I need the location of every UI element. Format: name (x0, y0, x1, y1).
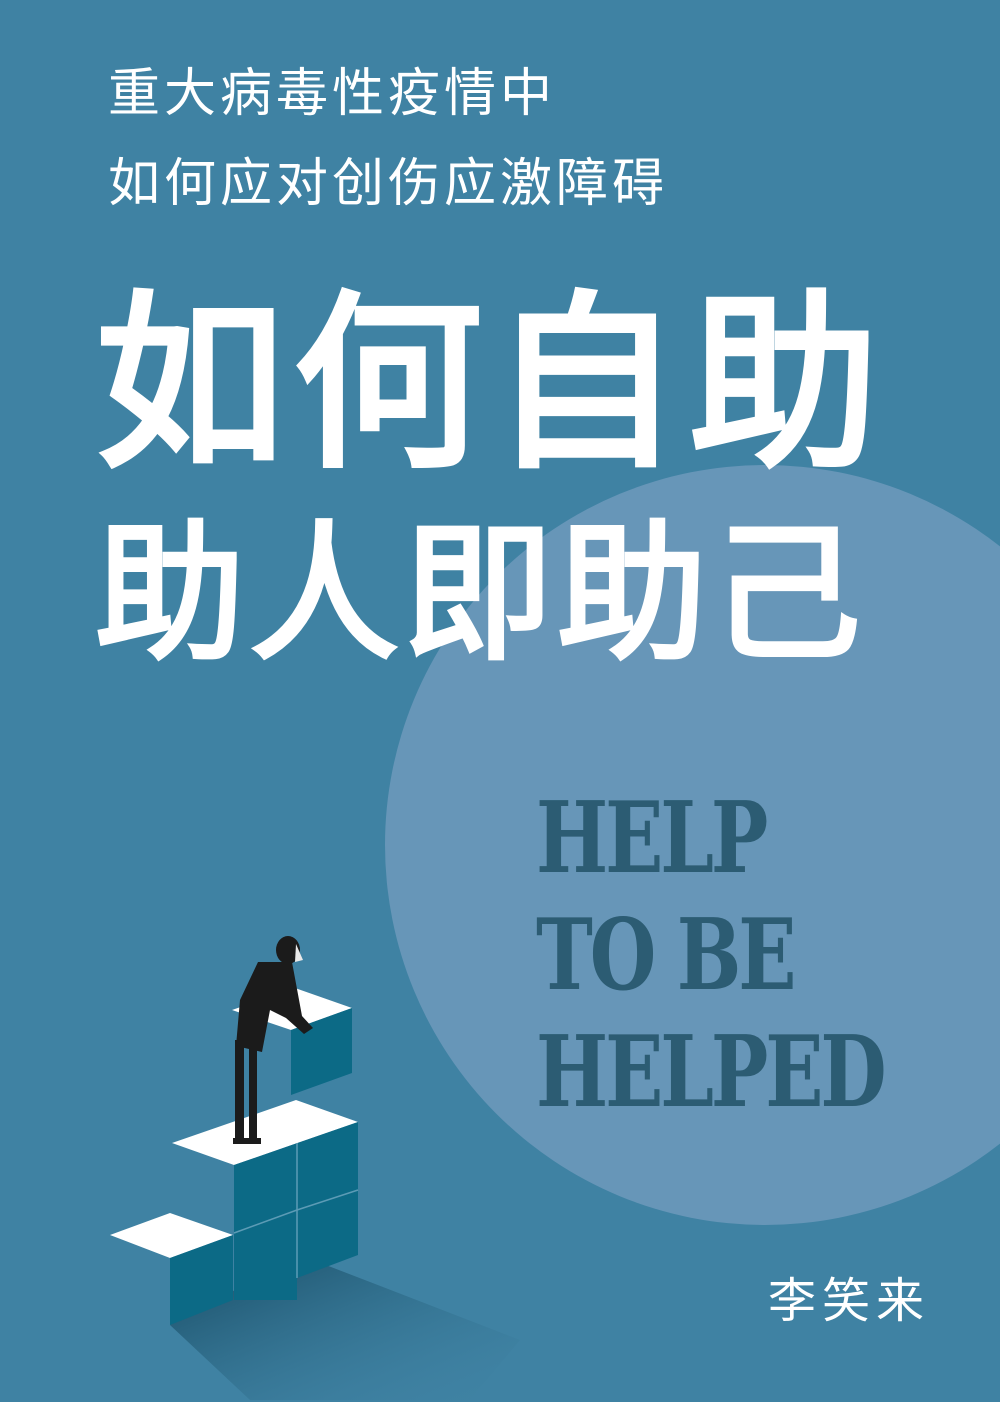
lower-cube-face (170, 1235, 233, 1325)
man-leg-right (249, 1040, 257, 1140)
background-circle (385, 465, 1000, 1225)
man-figure (233, 936, 313, 1144)
title-line-2: 助人即助己 (95, 508, 866, 682)
man-stacking-cubes-illustration (110, 936, 520, 1400)
lower-cube-top (110, 1213, 233, 1258)
man-torso (236, 962, 313, 1052)
author-name: 李笑来 (768, 1273, 931, 1329)
english-tagline-line-2: TO BE (536, 898, 796, 1013)
title-line-1: 如何自助 (95, 274, 888, 495)
stack-cube-top (172, 1100, 358, 1165)
man-leg-left (235, 1040, 244, 1140)
english-tagline-line-1: HELP (536, 781, 768, 896)
english-tagline-line-3: HELPED (536, 1015, 887, 1130)
man-face (295, 944, 303, 962)
man-shoes (233, 1138, 261, 1144)
subtitle-line-1: 重大病毒性疫情中 (108, 64, 557, 124)
english-tagline: HELP TO BE HELPED (536, 780, 887, 1131)
man-head (276, 936, 300, 964)
subtitle-line-2: 如何应对创伤应激障碍 (108, 154, 669, 214)
